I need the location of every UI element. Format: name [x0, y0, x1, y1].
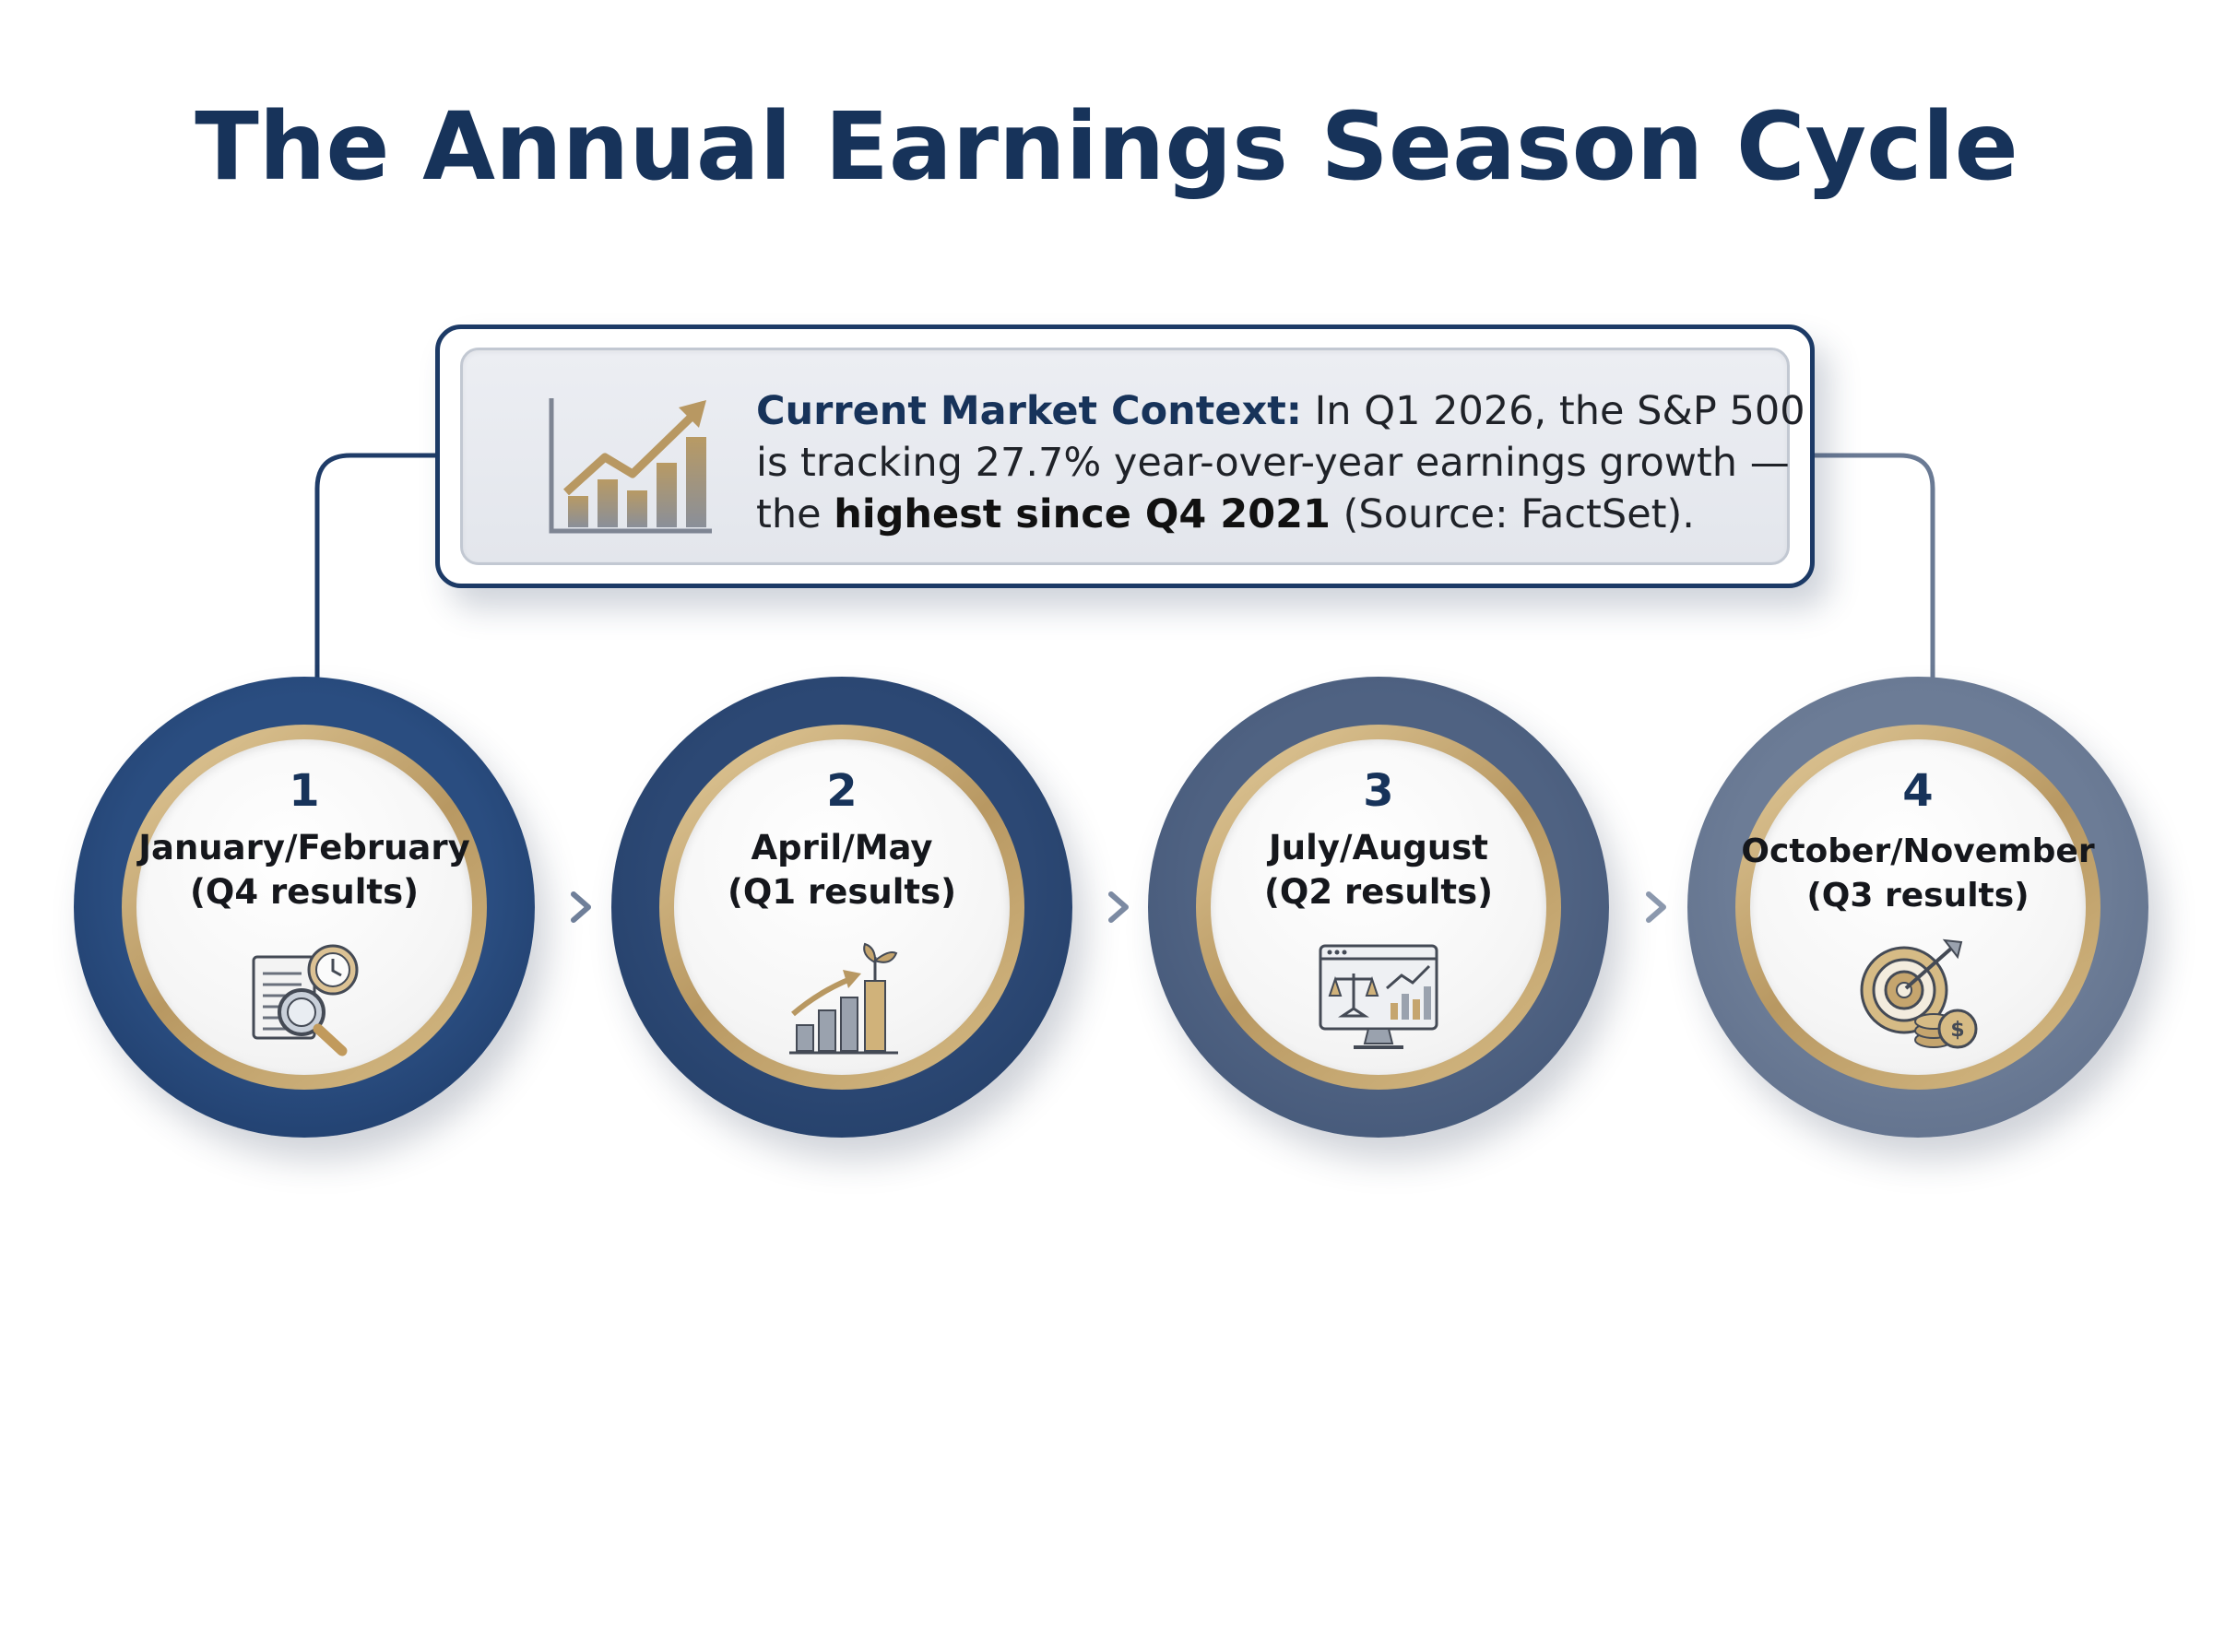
step-label: July/August (Q2 results)	[1185, 826, 1572, 914]
right-connector-line	[1815, 453, 1935, 682]
context-label: Current Market Context:	[756, 388, 1302, 434]
step-circle-1: 1 January/February (Q4 results)	[74, 677, 535, 1138]
step-months: January/February	[138, 828, 470, 867]
context-highlight: highest since Q4 2021	[834, 491, 1331, 537]
step-results: (Q2 results)	[1264, 872, 1493, 912]
step-label: April/May (Q1 results)	[648, 826, 1035, 914]
chevron-right-icon	[1108, 891, 1129, 923]
market-context-text: Current Market Context: In Q1 2026, the …	[756, 385, 1807, 540]
step-months: October/November	[1741, 832, 2095, 870]
step-label: January/February (Q4 results)	[111, 826, 498, 914]
step-number: 4	[1902, 765, 1934, 817]
rising-bar-chart-icon	[549, 398, 712, 534]
context-text-part: In Q1 2026, the S&P 500 is tracking 27.7…	[756, 388, 1805, 537]
left-connector-line	[314, 453, 435, 682]
step-label: October/November (Q3 results)	[1724, 830, 2112, 918]
step-number: 1	[289, 765, 320, 817]
context-source: (Source: FactSet).	[1330, 491, 1695, 537]
step-results: (Q4 results)	[190, 872, 419, 912]
step-circle-3: 3 July/August (Q2 results)	[1148, 677, 1609, 1138]
market-context-box: Current Market Context: In Q1 2026, the …	[435, 324, 1815, 588]
step-results: (Q3 results)	[1806, 877, 2030, 914]
page-title: The Annual Earnings Season Cycle	[195, 92, 2018, 202]
step-months: April/May	[751, 828, 933, 867]
chevron-right-icon	[1646, 891, 1666, 923]
step-number: 2	[826, 765, 858, 817]
document-magnifier-clock-icon	[252, 944, 359, 1056]
target-coins-icon: $	[1860, 938, 1978, 1049]
step-circle-2: 2 April/May (Q1 results)	[611, 677, 1072, 1138]
step-number: 3	[1363, 765, 1394, 817]
chevron-right-icon	[571, 891, 591, 923]
step-results: (Q1 results)	[728, 872, 956, 912]
monitor-scales-chart-icon	[1319, 944, 1438, 1049]
market-context-panel: Current Market Context: In Q1 2026, the …	[460, 348, 1805, 565]
growth-bars-sprout-icon	[789, 942, 898, 1055]
step-months: July/August	[1269, 828, 1488, 867]
step-circle-4: 4 October/November (Q3 results) $	[1687, 677, 2148, 1138]
svg-text:$: $	[1950, 1019, 1964, 1042]
